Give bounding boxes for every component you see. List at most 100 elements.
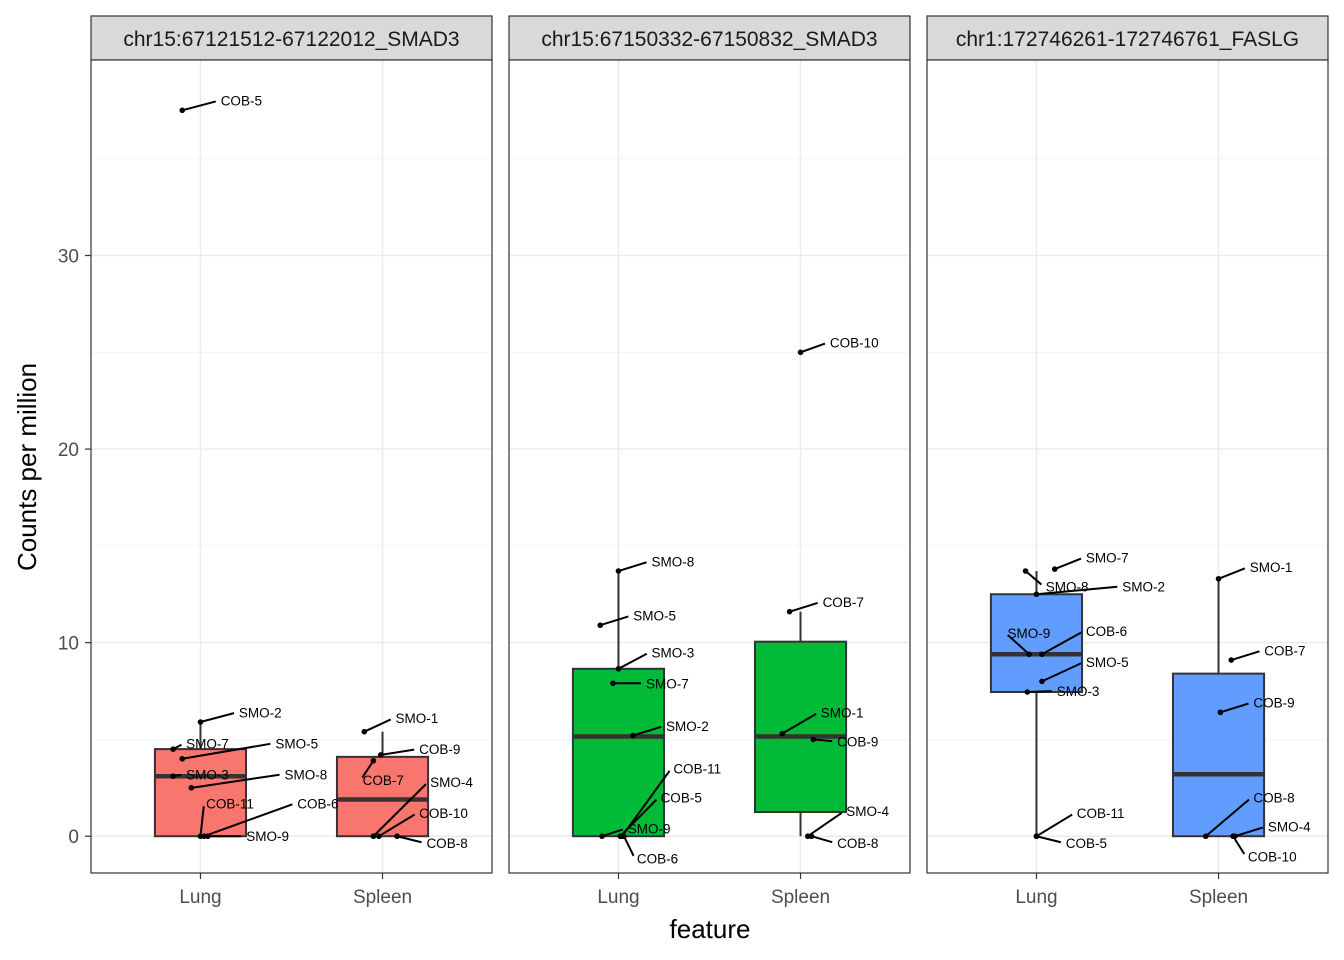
data-point <box>1022 568 1029 574</box>
point-label: SMO-1 <box>1250 560 1293 575</box>
point-label: SMO-1 <box>821 705 864 720</box>
point-label: SMO-2 <box>239 705 282 720</box>
data-point <box>615 568 622 574</box>
label-connector <box>191 773 280 789</box>
point-label: COB-5 <box>221 94 262 109</box>
data-point <box>204 833 211 840</box>
point-label: COB-8 <box>1253 791 1294 806</box>
facet-panel-3: chr1:172746261-172746761_FASLGSMO-7SMO-8… <box>926 15 1329 908</box>
panel-border <box>508 59 911 874</box>
y-tick-label: 0 <box>68 827 79 848</box>
label-connector <box>813 738 833 743</box>
label-connector <box>380 748 415 756</box>
label-connector <box>199 806 205 837</box>
label-connector <box>1036 585 1118 596</box>
point-label: SMO-5 <box>1086 655 1129 670</box>
box-body <box>153 748 248 838</box>
box-body <box>753 640 848 814</box>
point-label: SMO-4 <box>430 775 473 790</box>
data-point <box>1202 833 1209 840</box>
label-connector <box>182 742 271 760</box>
label-connector <box>396 835 422 844</box>
label-connector <box>1205 798 1250 837</box>
point-label: SMO-5 <box>275 736 318 751</box>
point-label: SMO-7 <box>646 676 689 691</box>
label-connector <box>1234 826 1264 838</box>
label-connector <box>632 725 662 737</box>
label-connector <box>372 783 427 837</box>
y-tick-label: 30 <box>58 247 79 268</box>
point-label: COB-6 <box>1086 624 1127 639</box>
point-label: COB-8 <box>837 836 878 851</box>
point-label: SMO-5 <box>633 609 676 624</box>
point-label: COB-10 <box>830 336 879 351</box>
point-label: COB-7 <box>823 595 864 610</box>
point-label: COB-8 <box>426 836 467 851</box>
data-point <box>179 755 186 762</box>
data-point <box>370 833 377 840</box>
label-connector <box>811 835 833 844</box>
point-label: SMO-7 <box>186 736 229 751</box>
point-label: SMO-9 <box>1007 626 1050 641</box>
point-label: SMO-8 <box>651 554 694 569</box>
data-points: COB-5 SMO-2 SMO-7 SMO-5 SMO-3 SMO-8 COB-11 COB-… <box>170 94 473 851</box>
label-connector <box>1007 634 1030 656</box>
label-connector <box>1027 690 1052 694</box>
panel-background <box>927 60 1328 873</box>
label-connector <box>800 342 826 354</box>
point-label: COB-10 <box>419 806 468 821</box>
data-point <box>170 746 176 752</box>
point-label: SMO-2 <box>1122 580 1165 595</box>
label-connector <box>378 813 416 838</box>
label-connector <box>1218 567 1246 580</box>
label-connector <box>203 803 293 838</box>
data-points: SMO-8 SMO-5 SMO-3 SMO-7 SMO-2 COB-11 COB-5 SMO-… <box>597 336 890 866</box>
point-label: COB-11 <box>1077 806 1125 821</box>
point-label: COB-9 <box>837 734 878 749</box>
data-point <box>188 785 195 791</box>
data-point <box>1039 678 1045 685</box>
point-label: COB-5 <box>661 791 702 806</box>
data-point <box>1051 566 1058 572</box>
point-label: SMO-4 <box>846 804 889 819</box>
box-body <box>1171 672 1266 838</box>
x-tick-label: Lung <box>179 887 221 908</box>
point-label: SMO-4 <box>1268 820 1311 835</box>
data-point <box>808 833 815 840</box>
data-point <box>179 107 186 114</box>
label-connector <box>1024 570 1043 586</box>
box-body <box>989 593 1084 694</box>
label-connector <box>618 652 648 670</box>
box-body <box>571 667 666 838</box>
data-point <box>1033 591 1040 598</box>
y-axis: 0 10 20 30 <box>58 247 91 848</box>
point-label: SMO-7 <box>1086 550 1129 565</box>
facet-panel-1: chr15:67121512-67122012_SMAD3 COB-5 SMO-2 S… <box>90 15 493 908</box>
data-point <box>786 608 793 615</box>
data-point <box>376 833 382 840</box>
point-label: SMO-3 <box>1057 684 1100 699</box>
label-connector <box>1054 557 1082 571</box>
data-point <box>1026 651 1032 658</box>
point-label: SMO-9 <box>246 829 289 844</box>
facet-strip-title: chr15:67150332-67150832_SMAD3 <box>541 28 877 51</box>
facet-strip <box>90 15 493 61</box>
data-point <box>1217 709 1224 716</box>
point-label: SMO-3 <box>651 645 694 660</box>
data-point <box>170 773 176 780</box>
data-point <box>621 833 627 840</box>
label-connector <box>1041 662 1082 683</box>
data-point <box>1230 833 1236 840</box>
data-point <box>394 833 400 840</box>
label-connector <box>200 712 235 723</box>
label-connector <box>181 100 217 112</box>
point-label: COB-11 <box>673 761 721 776</box>
label-connector <box>789 601 819 613</box>
facet-strip-title: chr15:67121512-67122012_SMAD3 <box>123 28 459 51</box>
point-label: COB-6 <box>637 851 678 866</box>
point-label: COB-5 <box>1066 836 1107 851</box>
data-point <box>1215 575 1222 582</box>
label-connector <box>781 712 817 735</box>
label-connector <box>361 760 375 779</box>
